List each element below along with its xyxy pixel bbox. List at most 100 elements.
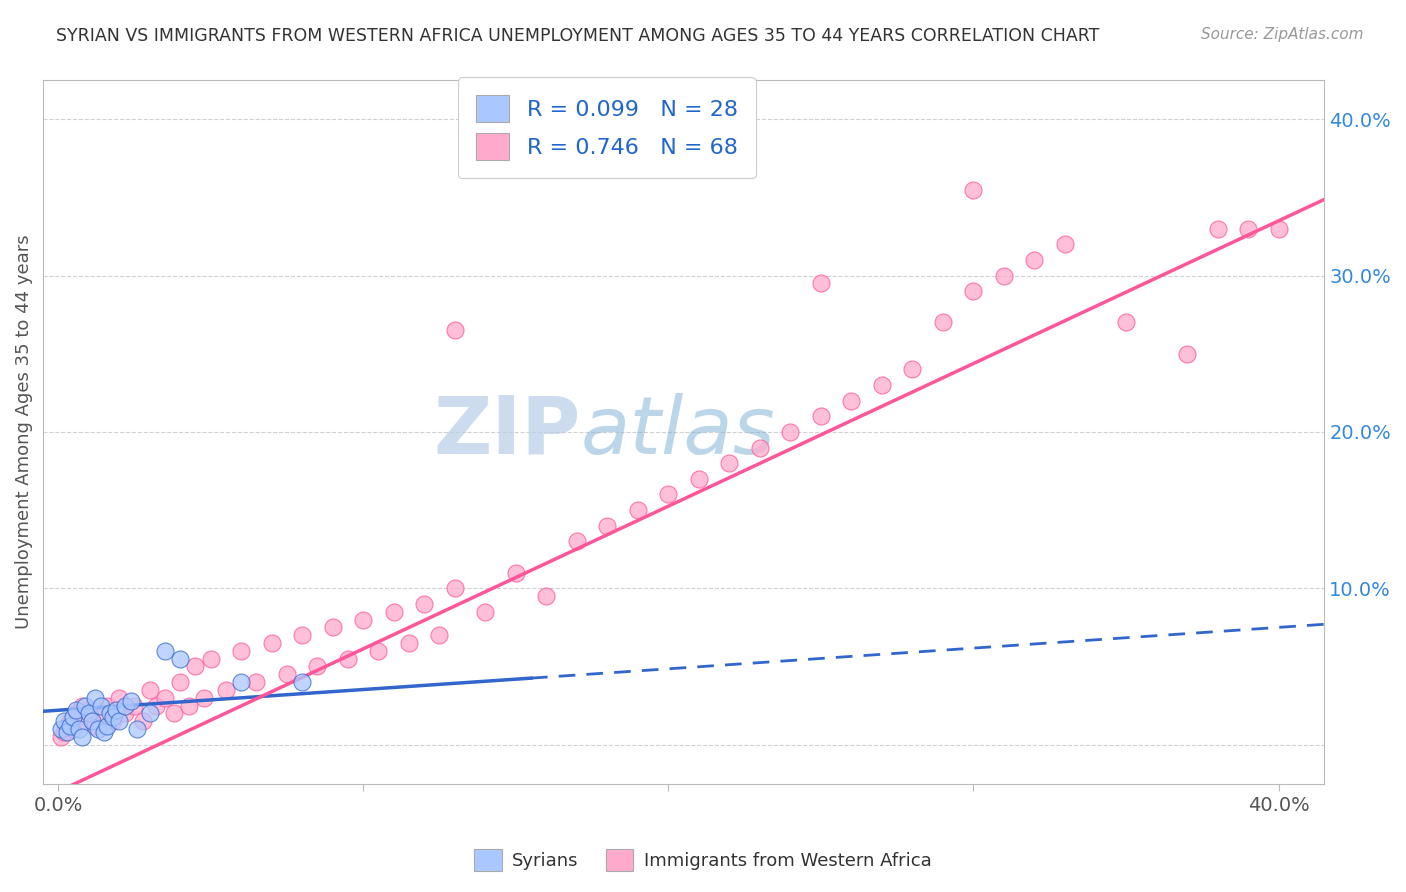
Point [67, 722, 90, 736]
Point [56, 725, 79, 739]
Point [96, 719, 118, 733]
Point [565, 534, 588, 549]
Point [443, 582, 465, 596]
Text: SYRIAN VS IMMIGRANTS FROM WESTERN AFRICA UNEMPLOYMENT AMONG AGES 35 TO 44 YEARS : SYRIAN VS IMMIGRANTS FROM WESTERN AFRICA… [56, 27, 1099, 45]
Point [1237, 221, 1260, 235]
Point [179, 698, 201, 713]
Point [49, 722, 72, 736]
Point [260, 636, 283, 650]
Point [65, 706, 87, 721]
Point [810, 409, 832, 424]
Point [291, 628, 314, 642]
Point [718, 456, 741, 470]
Point [474, 605, 496, 619]
Point [505, 566, 527, 580]
Point [90, 698, 112, 713]
Point [114, 698, 136, 713]
Point [322, 620, 344, 634]
Point [138, 706, 160, 721]
Point [77, 703, 100, 717]
Point [104, 703, 127, 717]
Point [841, 393, 863, 408]
Point [59, 714, 82, 729]
Point [413, 597, 436, 611]
Point [93, 725, 115, 739]
Point [138, 682, 160, 697]
Point [49, 730, 72, 744]
Point [145, 698, 167, 713]
Point [75, 714, 97, 729]
Point [67, 709, 90, 723]
Point [245, 675, 267, 690]
Point [993, 268, 1015, 283]
Point [120, 694, 142, 708]
Point [101, 714, 124, 729]
Point [59, 719, 82, 733]
Point [932, 315, 955, 329]
Point [291, 675, 314, 690]
Point [153, 690, 176, 705]
Point [200, 651, 222, 665]
Point [169, 675, 191, 690]
Y-axis label: Unemployment Among Ages 35 to 44 years: Unemployment Among Ages 35 to 44 years [15, 235, 32, 629]
Text: ZIP: ZIP [434, 392, 581, 471]
Point [748, 441, 770, 455]
Point [153, 644, 176, 658]
Point [124, 698, 146, 713]
Point [429, 628, 451, 642]
Point [132, 714, 155, 729]
Point [127, 722, 149, 736]
Point [65, 703, 87, 717]
Point [367, 644, 389, 658]
Point [1053, 237, 1076, 252]
Point [962, 284, 984, 298]
Point [443, 323, 465, 337]
Point [96, 698, 118, 713]
Text: atlas: atlas [581, 392, 776, 471]
Point [114, 706, 136, 721]
Point [336, 651, 359, 665]
Point [77, 706, 100, 721]
Point [62, 722, 84, 736]
Point [98, 706, 121, 721]
Point [163, 706, 186, 721]
Point [627, 503, 650, 517]
Point [657, 487, 679, 501]
Point [229, 675, 252, 690]
Point [382, 605, 405, 619]
Point [870, 378, 893, 392]
Point [596, 518, 619, 533]
Point [56, 719, 79, 733]
Point [307, 659, 329, 673]
Point [169, 651, 191, 665]
Point [229, 644, 252, 658]
Point [193, 690, 215, 705]
Point [53, 725, 76, 739]
Point [108, 690, 131, 705]
Text: Source: ZipAtlas.com: Source: ZipAtlas.com [1201, 27, 1364, 42]
Point [75, 698, 97, 713]
Point [86, 722, 108, 736]
Point [1267, 221, 1289, 235]
Point [1115, 315, 1137, 329]
Point [688, 472, 710, 486]
Legend: R = 0.099   N = 28, R = 0.746   N = 68: R = 0.099 N = 28, R = 0.746 N = 68 [458, 77, 755, 178]
Point [53, 714, 76, 729]
Point [101, 709, 124, 723]
Point [83, 690, 105, 705]
Point [810, 277, 832, 291]
Point [962, 182, 984, 196]
Point [62, 709, 84, 723]
Point [398, 636, 420, 650]
Point [72, 730, 94, 744]
Point [352, 613, 374, 627]
Point [184, 659, 207, 673]
Point [80, 714, 103, 729]
Legend: Syrians, Immigrants from Western Africa: Syrians, Immigrants from Western Africa [467, 842, 939, 879]
Point [215, 682, 238, 697]
Point [1024, 252, 1046, 267]
Point [108, 714, 131, 729]
Point [536, 589, 558, 603]
Point [83, 719, 105, 733]
Point [90, 706, 112, 721]
